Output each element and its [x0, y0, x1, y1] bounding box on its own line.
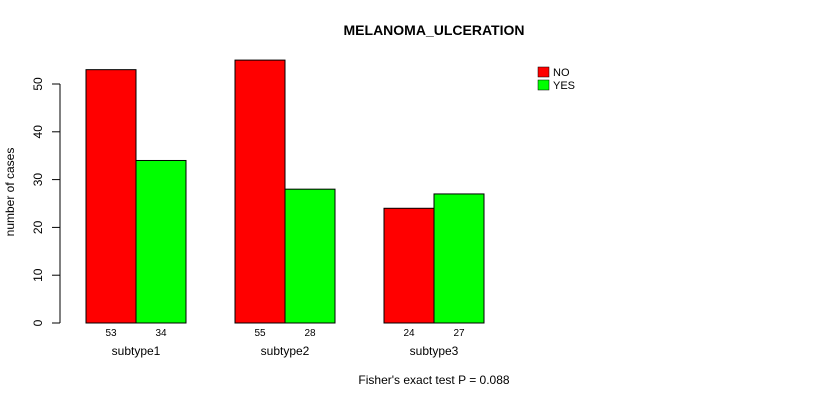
y-tick-label: 10: [31, 268, 45, 282]
bar-subtype2-yes: [284, 188, 336, 324]
legend-label-no: NO: [553, 67, 570, 79]
chart-title: MELANOMA_ULCERATION: [344, 22, 525, 38]
bar-value-label: 55: [254, 328, 266, 339]
bar-subtype1-yes: [135, 159, 187, 324]
y-tick-label: 30: [31, 173, 45, 187]
y-tick-label: 40: [31, 125, 45, 139]
x-category-label: subtype3: [410, 344, 459, 358]
y-axis: 0 10 20 30 40 50: [31, 77, 61, 326]
legend-swatch-no: [537, 66, 550, 78]
y-tick-label: 20: [31, 220, 45, 234]
bar-subtype3-no: [383, 207, 435, 324]
bar-value-label: 24: [403, 328, 415, 339]
legend-swatch-yes: [537, 79, 550, 91]
fisher-test-note: Fisher's exact test P = 0.088: [358, 373, 509, 387]
x-category-label: subtype1: [112, 344, 161, 358]
bar-value-label: 28: [304, 328, 316, 339]
bar-value-label: 53: [105, 328, 117, 339]
bars: [85, 59, 485, 324]
x-category-label: subtype2: [261, 344, 310, 358]
bar-subtype2-no: [234, 59, 286, 324]
y-tick-label: 50: [31, 77, 45, 91]
bar-subtype1-no: [85, 69, 137, 324]
bar-value-label: 34: [155, 328, 167, 339]
y-tick-label: 0: [31, 319, 45, 326]
y-axis-label: number of cases: [3, 148, 17, 237]
bar-value-label: 27: [453, 328, 465, 339]
bar-subtype3-yes: [433, 193, 485, 324]
bar-value-labels: 53 34 55 28 24 27: [105, 328, 465, 339]
category-labels: subtype1 subtype2 subtype3: [112, 344, 459, 358]
legend-label-yes: YES: [553, 80, 575, 92]
